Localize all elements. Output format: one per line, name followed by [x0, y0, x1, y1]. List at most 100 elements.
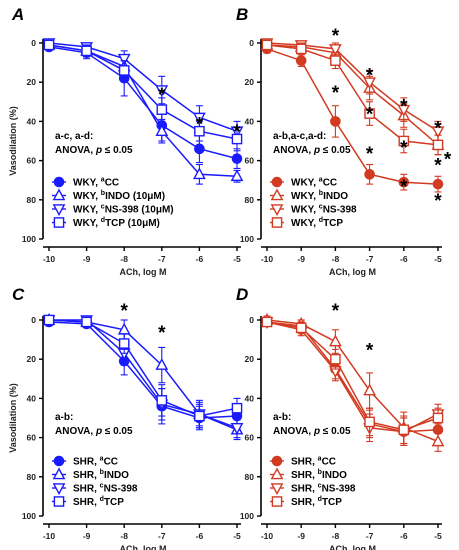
stat-threshold: ≤ 0.05 — [102, 145, 133, 156]
legend-name-rest: TCP (10μM) — [105, 218, 160, 229]
legend-marker — [53, 217, 65, 228]
legend-sup: d — [101, 217, 105, 224]
legend-name-rest: CC — [322, 457, 336, 468]
stat-threshold: ≤ 0.05 — [320, 145, 351, 156]
y-tick-label: 80 — [245, 195, 255, 205]
data-point — [230, 169, 244, 182]
y-tick-label: 40 — [27, 393, 37, 403]
data-point — [398, 135, 410, 147]
legend-name: WKY, — [291, 178, 319, 189]
legend-marker — [53, 455, 65, 467]
legend-marker — [52, 188, 66, 201]
legend-name: SHR, — [291, 484, 318, 495]
legend-name-rest: INDO (10μM) — [105, 191, 165, 202]
stat-line-2: ANOVA, p ≤ 0.05 — [55, 426, 133, 437]
x-axis-title: ACh, log M — [120, 267, 167, 277]
series-4 — [43, 314, 243, 429]
legend-marker — [270, 483, 284, 496]
data-point — [295, 55, 307, 66]
panel-letter: A — [11, 5, 24, 24]
legend-name-rest: NS-398 — [104, 484, 138, 495]
stat-anova: ANOVA, — [55, 145, 96, 156]
series-line — [49, 319, 238, 429]
legend-name: WKY, — [73, 191, 101, 202]
y-tick-label: 0 — [31, 315, 36, 325]
stat-p: p — [95, 426, 102, 437]
legend-sup: d — [100, 496, 104, 503]
legend-sup: c — [318, 483, 322, 490]
x-tick-label: -7 — [158, 531, 166, 541]
significance-star: * — [332, 83, 340, 104]
legend-entry: WKY, dTCP — [291, 217, 343, 229]
significance-star: * — [400, 177, 408, 198]
legend-marker — [270, 204, 284, 217]
x-tick-label: -9 — [297, 254, 305, 264]
significance-star: * — [434, 118, 442, 139]
legend-sup: b — [319, 190, 323, 197]
legend-name: SHR, — [73, 497, 100, 508]
x-tick-label: -7 — [366, 254, 374, 264]
data-point — [398, 176, 410, 188]
stat-anova: ANOVA, — [55, 426, 96, 437]
legend-name: SHR, — [73, 457, 100, 468]
x-tick-label: -10 — [43, 531, 56, 541]
stat-threshold: ≤ 0.05 — [320, 426, 351, 437]
legend-sup: a — [319, 177, 323, 184]
series-line — [48, 321, 238, 419]
y-tick-label: 60 — [27, 156, 37, 166]
significance-star: * — [366, 105, 374, 126]
x-tick-label: -8 — [120, 531, 128, 541]
legend-marker — [53, 176, 65, 188]
data-point — [261, 39, 273, 51]
significance-star: * — [400, 138, 408, 159]
x-tick-label: -7 — [366, 531, 374, 541]
x-axis-title: ACh, log M — [329, 544, 376, 550]
y-tick-label: 20 — [27, 354, 37, 364]
y-axis-title: Vasodilation (%) — [8, 106, 18, 176]
panel-letter: C — [12, 285, 25, 304]
legend-entry: SHR, dTCP — [291, 496, 342, 508]
panel-c: C 0 20 40 60 80 100 -10 -9 -8 -7 -6 -5 ACh, log M Vaso… — [8, 285, 244, 550]
x-tick-label: -6 — [196, 254, 204, 264]
x-tick-label: -6 — [400, 531, 408, 541]
legend-marker — [53, 496, 65, 507]
y-tick-label: 100 — [22, 234, 36, 244]
stat-line-2: ANOVA, p ≤ 0.05 — [273, 145, 351, 156]
data-point — [155, 357, 169, 370]
legend-entry: WKY, aCC — [73, 177, 119, 189]
legend-name-rest: NS-398 (10μM) — [105, 205, 174, 216]
legend-sup: b — [101, 190, 105, 197]
significance-star: * — [332, 301, 340, 322]
series-line — [48, 42, 238, 132]
significance-star: * — [400, 97, 408, 118]
panel-letter: B — [236, 5, 248, 24]
series-4 — [43, 39, 243, 152]
stat-line-1: a-b: — [273, 412, 291, 423]
legend-name-rest: CC — [104, 457, 118, 468]
legend-entry: WKY, bINDO — [291, 190, 348, 202]
significance-star: * — [233, 122, 241, 143]
data-point — [432, 178, 444, 190]
significance-star: * — [434, 156, 442, 177]
data-point — [43, 314, 55, 326]
legend-name: SHR, — [291, 457, 318, 468]
y-tick-label: 60 — [245, 433, 255, 443]
series-4 — [261, 316, 444, 445]
legend-marker — [271, 455, 283, 467]
legend-entry: WKY, bINDO (10μM) — [73, 190, 165, 202]
data-point — [431, 434, 445, 447]
significance-star: * — [366, 144, 374, 165]
legend-name-rest: INDO — [323, 191, 348, 202]
series-line — [48, 319, 238, 417]
legend-entry: SHR, bINDO — [73, 469, 129, 481]
y-tick-label: 60 — [27, 433, 37, 443]
legend-name: SHR, — [73, 470, 100, 481]
y-tick-label: 100 — [240, 234, 254, 244]
y-tick-label: 80 — [27, 195, 37, 205]
x-tick-label: -5 — [233, 531, 241, 541]
data-point — [231, 133, 243, 145]
y-tick-label: 20 — [245, 354, 255, 364]
